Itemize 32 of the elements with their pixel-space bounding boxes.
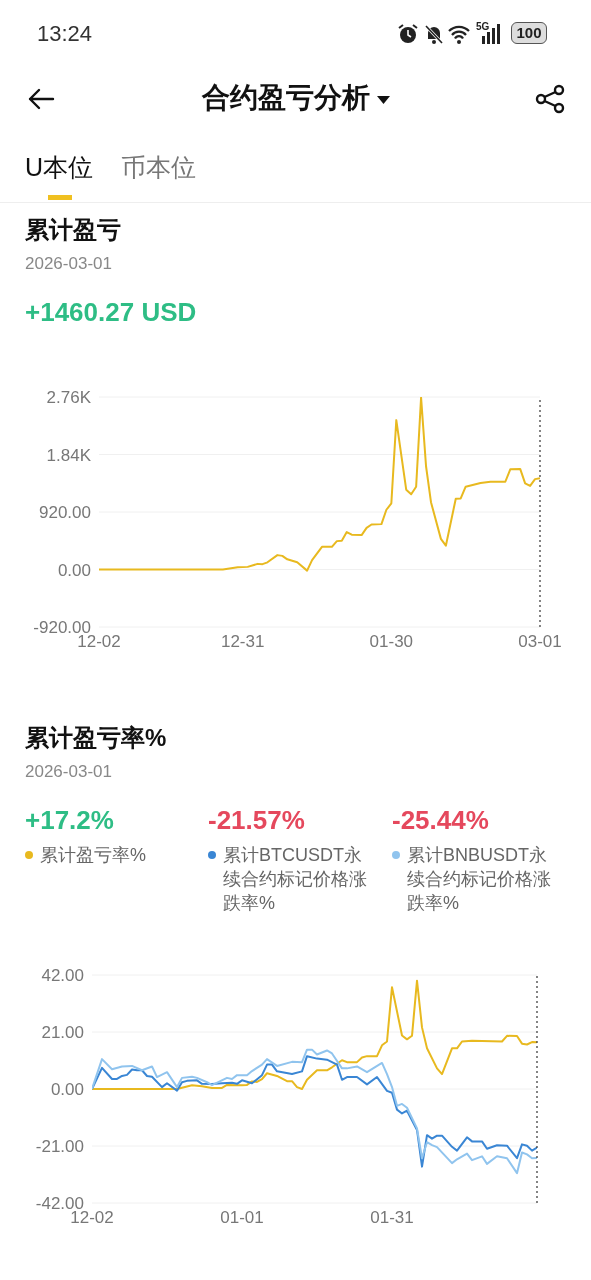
chart-title: 累计盈亏率%	[25, 723, 167, 753]
y-tick-label: 1.84K	[46, 445, 92, 465]
line-series	[92, 979, 537, 1090]
legend-label: 累计BTCUSDT永续合约标记价格涨跌率%	[223, 844, 368, 915]
y-tick-label: -21.00	[35, 1137, 84, 1157]
legend-label: 累计BNBUSDT永续合约标记价格涨跌率%	[407, 844, 552, 915]
y-tick-label: 2.76K	[46, 388, 92, 408]
text: 5G	[476, 21, 490, 33]
chart-title: 累计盈亏	[25, 215, 121, 245]
y-tick-label: 0.00	[57, 560, 91, 580]
x-tick-label: 01-30	[369, 632, 414, 652]
x-tick-label: 12-31	[220, 632, 265, 652]
legend-label: 累计盈亏率%	[40, 844, 147, 867]
y-tick-label: 0.00	[50, 1080, 84, 1100]
x-tick-label: 01-31	[370, 1208, 414, 1228]
chart-subtitle: 2026-03-01	[25, 761, 112, 783]
y-tick-label: 42.00	[41, 966, 84, 986]
text: 币本位	[121, 152, 196, 183]
x-tick-label: 03-01	[518, 632, 562, 652]
battery-icon: 100	[511, 22, 547, 44]
line-series	[99, 397, 540, 572]
text: +17.2%	[25, 804, 114, 836]
text: -21.57%	[208, 804, 305, 836]
text: 13:24	[37, 21, 93, 47]
y-tick-label: 21.00	[41, 1023, 84, 1043]
text: 合约盈亏分析	[200, 81, 371, 115]
text: -25.44%	[392, 804, 489, 836]
text: +1460.27 USD	[25, 296, 197, 328]
chart-subtitle: 2026-03-01	[25, 253, 112, 275]
y-tick-label: 920.00	[39, 503, 91, 523]
text: U本位	[25, 152, 94, 183]
x-tick-label: 01-01	[220, 1208, 264, 1228]
